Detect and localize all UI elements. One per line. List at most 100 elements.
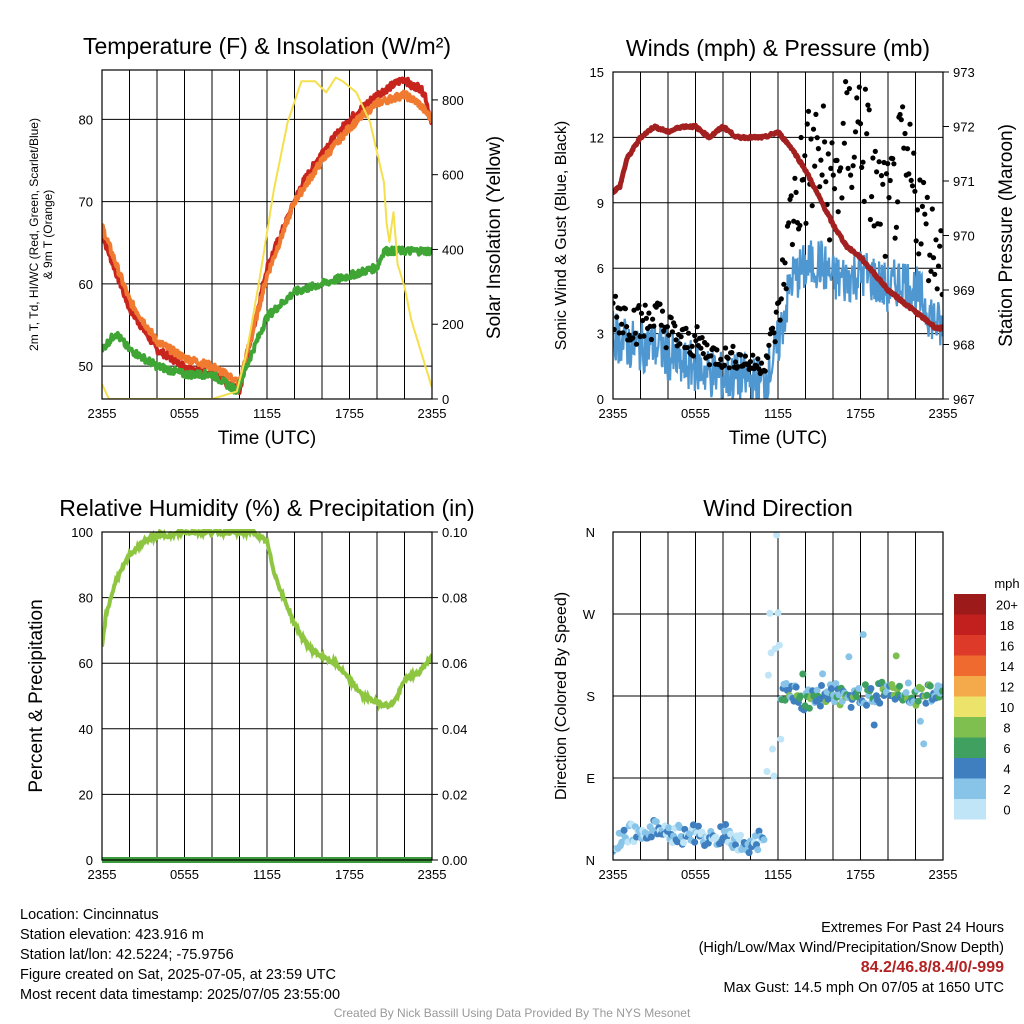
gust-point [643, 315, 650, 321]
panel-rh: Relative Humidity (%) & Precipitation (i… [26, 495, 475, 882]
direction-point [755, 827, 763, 835]
direction-point [698, 828, 706, 836]
gust-point [820, 103, 827, 109]
gust-point [932, 271, 938, 277]
y-tick-label: 50 [79, 359, 93, 374]
gust-point [802, 153, 808, 159]
legend-label: 16 [1000, 638, 1014, 653]
gust-point [882, 253, 888, 259]
gust-point [840, 120, 846, 126]
plot-border [101, 69, 433, 400]
gust-point [747, 359, 754, 365]
direction-point [766, 609, 774, 617]
direction-point [722, 821, 730, 828]
y-tick-label: 20 [79, 787, 93, 802]
gust-point [636, 303, 642, 309]
x-tick-label: 0555 [681, 406, 710, 421]
gust-point [892, 235, 898, 241]
y-tick-label: E [586, 771, 595, 786]
direction-point [845, 653, 853, 661]
gust-point [898, 117, 904, 123]
gust-point [797, 222, 803, 229]
gust-point [921, 179, 927, 186]
gust-point [908, 177, 914, 183]
gust-point [706, 362, 713, 368]
legend-swatch [954, 676, 986, 697]
gust-point [825, 151, 831, 157]
gust-point [878, 173, 885, 179]
gust-point [922, 211, 928, 217]
direction-point [916, 717, 924, 725]
gust-point [689, 343, 695, 349]
legend-label: 12 [1000, 679, 1014, 694]
y-tick-label: 100 [71, 525, 93, 540]
plot-border [612, 71, 944, 400]
direction-point [774, 609, 782, 617]
gust-point [813, 111, 819, 117]
gust-point [737, 352, 744, 358]
gust-point [929, 206, 935, 212]
legend-swatch [954, 799, 986, 820]
gust-point [817, 184, 823, 190]
direction-point [819, 670, 827, 678]
gust-point [793, 189, 799, 195]
gust-point [613, 326, 617, 333]
gust-point [672, 323, 678, 329]
gust-point [897, 111, 903, 118]
gust-point [690, 353, 697, 359]
direction-point [720, 827, 728, 835]
gust-point [933, 237, 939, 243]
gust-point [782, 260, 788, 266]
x-tick-label: 0555 [681, 867, 710, 882]
gust-point [866, 107, 872, 113]
direction-point [792, 683, 800, 691]
legend-swatch [954, 737, 986, 758]
recent-text: Most recent data timestamp: 2025/07/05 2… [20, 987, 341, 1003]
direction-point [923, 691, 931, 699]
direction-point [680, 839, 687, 847]
series-dewpoint [102, 245, 432, 395]
gust-point [891, 161, 897, 167]
direction-point [686, 830, 694, 838]
gust-point [721, 362, 728, 368]
legend-label: 10 [1000, 700, 1014, 715]
gust-point [819, 172, 825, 178]
y-tick-label: 40 [79, 722, 93, 737]
gust-point [783, 286, 789, 292]
gust-point [890, 156, 896, 162]
extremes-info: Extremes For Past 24 Hours (High/Low/Max… [699, 918, 1004, 998]
direction-point [847, 703, 855, 711]
gust-point [732, 359, 739, 365]
gust-point [852, 129, 859, 135]
x-tick-label: 2355 [599, 406, 628, 421]
y-tick-label: 6 [597, 261, 604, 276]
gust-point [766, 342, 772, 348]
direction-point [896, 682, 903, 690]
direction-point [727, 830, 735, 838]
y2-tick-label: 600 [442, 168, 464, 183]
gust-point [843, 79, 849, 85]
gust-point [619, 321, 625, 327]
gust-point [861, 198, 867, 204]
gust-point [841, 140, 848, 146]
y-axis-label: Sonic Wind & Gust (Blue, Black) [553, 121, 570, 350]
created-text: Figure created on Sat, 2025-07-05, at 23… [20, 967, 336, 983]
direction-point [737, 831, 744, 839]
gust-point [880, 181, 886, 187]
gust-point [893, 224, 900, 230]
gust-point [804, 121, 810, 127]
gust-point [830, 172, 836, 178]
gust-point [771, 330, 777, 336]
gust-point [626, 332, 632, 338]
y-tick-label: 80 [79, 112, 93, 127]
y2-tick-label: 0.08 [442, 591, 467, 606]
x-tick-label: 1155 [253, 867, 281, 882]
legend-label: 8 [1003, 720, 1010, 735]
gust-point [839, 195, 845, 201]
legend-swatch [954, 614, 986, 635]
x-tick-label: 1155 [253, 406, 281, 421]
gust-point [742, 353, 749, 359]
gust-point [913, 238, 919, 244]
x-tick-label: 2355 [929, 867, 958, 882]
